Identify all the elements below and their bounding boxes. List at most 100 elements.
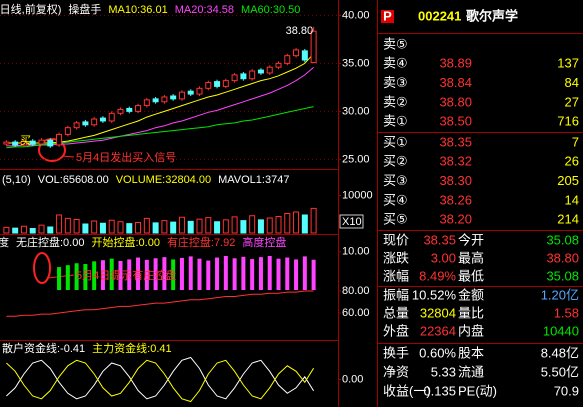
legend-label: 操盘手 — [68, 2, 101, 16]
volume-bar — [117, 221, 124, 234]
stat-label: PE(动) — [458, 383, 497, 398]
volume-bar — [64, 217, 71, 234]
legend-label: 主力资金线:0.41 — [92, 341, 171, 355]
candle-body — [20, 140, 27, 146]
stat-value: 10.52% — [412, 287, 457, 302]
volume-bar — [108, 219, 115, 234]
candle-body — [266, 66, 273, 74]
volume-bar — [196, 218, 203, 234]
legend-label: MA60:30.50 — [241, 4, 300, 16]
y-tick-label: 60.00 — [342, 307, 370, 319]
volume: 137 — [557, 56, 579, 71]
control-bar — [57, 267, 62, 290]
control-bar — [83, 264, 88, 290]
volume-bar — [293, 211, 300, 234]
control-bar — [118, 260, 123, 290]
stat-label: 股本 — [458, 345, 484, 360]
multiplier-label: X10 — [342, 216, 362, 228]
stat-value: 38.80 — [546, 250, 579, 265]
badge-label: P — [383, 8, 392, 23]
volume-bar — [99, 222, 106, 234]
candle-body — [214, 81, 221, 87]
volume-bar — [178, 216, 185, 234]
control-bar — [100, 260, 105, 290]
stat-value: 1.58 — [554, 305, 579, 320]
candle-body — [257, 69, 264, 74]
legend-label: 有庄控盘:7.92 — [167, 235, 235, 249]
quote-panel: P 002241 歌尔声学 卖⑤ 卖④ 38.89 137 卖③ 38.84 84 卖② 38.… — [378, 8, 583, 398]
candle-body — [91, 118, 98, 126]
legend-label: VOL:65608.00 — [38, 174, 109, 186]
legend-label: 开始控盘:0.00 — [91, 235, 159, 249]
price: 38.26 — [439, 192, 472, 207]
volume-bar — [3, 226, 10, 234]
stat-value: 38.35 — [423, 232, 456, 247]
legend-label: 无庄控盘:0.00 — [16, 235, 84, 249]
candle-body — [275, 62, 282, 68]
candle-body — [117, 108, 124, 114]
row-label: 买② — [383, 154, 408, 169]
volume-bar — [310, 207, 317, 234]
control-bar — [215, 257, 220, 290]
volume: 84 — [565, 75, 579, 90]
annotation: 买 — [20, 134, 31, 147]
badge — [381, 10, 394, 23]
control-bar — [267, 256, 272, 290]
stat-label: 振幅 — [383, 287, 409, 302]
legend-label: MA10:36.01 — [108, 4, 167, 16]
control-bar — [109, 258, 114, 290]
volume: 26 — [565, 154, 579, 169]
volume: 716 — [557, 114, 579, 129]
volume-bar — [214, 221, 221, 234]
volume-bar — [284, 213, 291, 234]
candle-body — [108, 112, 115, 122]
stat-value: 8.49% — [419, 268, 456, 283]
stat-label: 内盘 — [458, 323, 484, 338]
candle-body — [161, 96, 168, 103]
volume-bar — [143, 217, 150, 234]
legend-label: VOLUME:32804.00 — [116, 174, 211, 186]
candle-body — [196, 87, 203, 95]
volume-bar — [12, 227, 19, 234]
volume-bar — [20, 225, 27, 234]
control-bar — [92, 261, 97, 290]
candle-body — [38, 139, 45, 145]
volume: 7 — [572, 134, 579, 149]
candle-body — [178, 91, 185, 100]
control-bar — [258, 257, 263, 290]
control-bar — [250, 259, 255, 290]
legend-label: 散户资金线:-0.41 — [2, 341, 85, 355]
y-tick-label: 10.00 — [342, 246, 370, 258]
control-bar — [162, 257, 167, 290]
volume: 214 — [557, 212, 579, 227]
volume-bar — [240, 220, 247, 234]
control-bar — [65, 265, 70, 290]
candle-body — [293, 49, 300, 57]
control-bar — [127, 259, 132, 290]
volume-bar — [170, 221, 177, 234]
annotation: 5月4日提示有庄控盘 — [76, 268, 176, 282]
candle-body — [82, 121, 89, 126]
legend-label: (日线,前复权) — [0, 2, 61, 16]
control-bar — [232, 258, 237, 290]
y-tick-label: 35.00 — [342, 57, 370, 69]
candle-body — [64, 127, 71, 135]
candle-body — [249, 70, 256, 80]
legend-label: (5,10) — [2, 174, 31, 186]
control-bar — [171, 259, 176, 290]
price: 38.80 — [439, 94, 472, 109]
price: 38.89 — [439, 56, 472, 71]
candle-body — [240, 73, 247, 80]
multiplier-box — [339, 214, 364, 229]
volume: 205 — [557, 173, 579, 188]
stat-value: 5.33 — [431, 364, 456, 379]
stat-label: 流通 — [458, 364, 484, 379]
volume-bar — [126, 223, 133, 234]
price: 38.30 — [439, 173, 472, 188]
stat-value: 3.00 — [431, 250, 456, 265]
row-label: 买④ — [383, 192, 408, 207]
candle-body — [170, 95, 177, 100]
price: 38.50 — [439, 114, 472, 129]
